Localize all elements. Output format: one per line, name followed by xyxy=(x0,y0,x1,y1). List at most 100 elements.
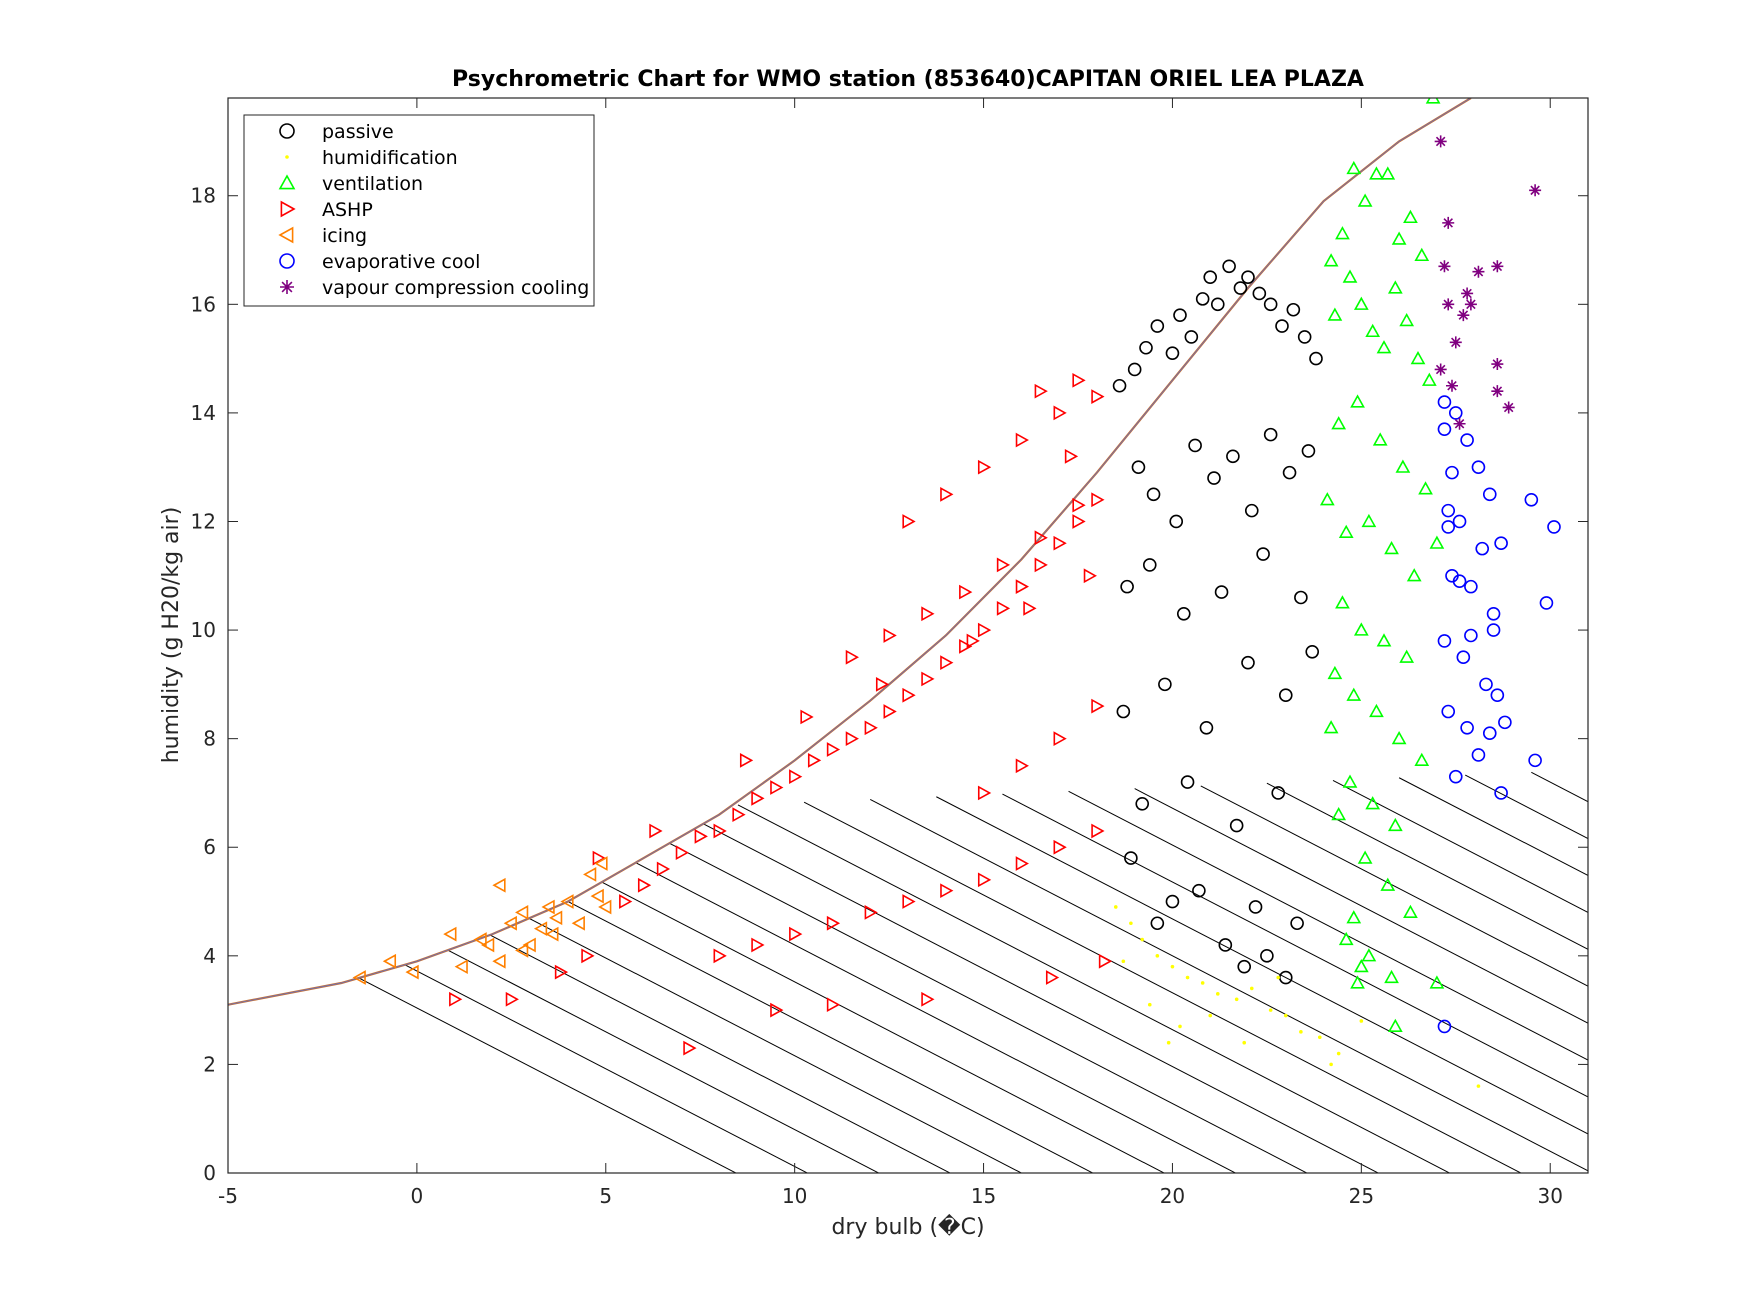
data-point xyxy=(1327,307,1343,321)
legend-marker xyxy=(278,174,296,190)
legend-items: passive humidification ventilation ASHP icin… xyxy=(278,121,589,299)
data-point xyxy=(1453,417,1466,430)
data-point xyxy=(1150,916,1165,931)
data-point xyxy=(1449,336,1462,349)
data-point xyxy=(966,633,980,649)
data-point xyxy=(826,915,841,931)
data-point xyxy=(515,905,529,920)
data-point xyxy=(598,899,612,915)
legend-label: humidification xyxy=(322,147,458,169)
data-point xyxy=(1173,308,1187,322)
chart-title: Psychrometric Chart for WMO station (853… xyxy=(452,67,1364,92)
x-tick-label: 10 xyxy=(782,1184,807,1208)
data-point xyxy=(1234,997,1239,1002)
data-point xyxy=(1346,160,1362,175)
data-point xyxy=(1015,758,1029,774)
data-point xyxy=(405,964,419,980)
y-axis-ticks: 0 2 4 6 8 10 12 14 16 18 xyxy=(191,184,1588,1185)
legend-marker xyxy=(280,280,294,294)
data-point xyxy=(864,905,878,920)
data-point xyxy=(1399,312,1415,327)
data-point xyxy=(1331,416,1347,430)
data-point xyxy=(560,894,574,909)
data-point xyxy=(1275,319,1289,333)
data-point xyxy=(1327,665,1343,680)
wet-bulb-line xyxy=(605,809,1308,1173)
data-point xyxy=(1180,775,1195,789)
data-point xyxy=(1438,260,1451,273)
data-point xyxy=(1498,715,1512,730)
data-point xyxy=(1142,558,1157,572)
data-point xyxy=(1127,362,1142,377)
data-point xyxy=(1357,850,1373,864)
data-point xyxy=(1053,535,1067,551)
x-tick-label: 25 xyxy=(1349,1184,1374,1208)
data-point xyxy=(1248,900,1263,914)
data-point xyxy=(1222,259,1236,274)
data-point xyxy=(1015,579,1029,594)
data-point xyxy=(694,829,708,844)
data-point xyxy=(1369,703,1384,718)
data-point xyxy=(1429,975,1445,989)
legend-label: vapour compression cooling xyxy=(322,277,589,299)
data-point xyxy=(1185,975,1190,980)
data-point xyxy=(1045,970,1060,985)
data-point xyxy=(1271,786,1286,800)
data-point xyxy=(1365,323,1381,338)
y-tick-label: 18 xyxy=(191,184,216,208)
data-point xyxy=(1034,530,1048,546)
legend-item: ventilation xyxy=(278,173,423,195)
data-point xyxy=(1441,503,1456,518)
legend-marker xyxy=(278,226,294,244)
legend-label: ventilation xyxy=(322,173,423,195)
data-point xyxy=(1456,650,1471,665)
data-point xyxy=(449,991,463,1007)
data-point xyxy=(1053,731,1067,747)
data-point xyxy=(1139,340,1153,355)
data-point xyxy=(1429,535,1445,549)
data-point xyxy=(739,753,754,768)
data-point xyxy=(1276,975,1281,980)
data-point xyxy=(1471,748,1486,762)
data-point xyxy=(940,883,954,899)
series-ASHP xyxy=(449,372,1113,1056)
wet-bulb-line xyxy=(671,807,1380,1173)
data-point xyxy=(1369,166,1384,180)
data-point xyxy=(1268,1008,1273,1012)
data-point xyxy=(1188,438,1202,453)
data-point xyxy=(1242,1040,1247,1045)
data-point xyxy=(1140,937,1145,942)
data-point xyxy=(1448,769,1463,784)
data-point xyxy=(1452,514,1467,529)
data-point xyxy=(571,915,585,931)
wet-bulb-line xyxy=(228,909,737,1173)
data-point xyxy=(1241,655,1255,670)
data-point xyxy=(1323,253,1339,267)
data-point xyxy=(1441,520,1456,534)
data-point xyxy=(1491,358,1504,371)
data-point xyxy=(594,856,608,871)
data-point xyxy=(1072,372,1086,388)
data-point xyxy=(1380,166,1396,180)
data-point xyxy=(1414,247,1430,262)
data-point xyxy=(940,655,954,671)
data-point xyxy=(549,910,563,926)
data-point xyxy=(1387,280,1403,294)
data-point xyxy=(1387,817,1403,832)
series-humidification xyxy=(1113,905,1481,1088)
data-point xyxy=(1442,216,1455,229)
data-point xyxy=(1372,432,1388,446)
data-point xyxy=(713,823,727,839)
data-point xyxy=(977,459,992,475)
data-point xyxy=(545,926,559,942)
data-point xyxy=(1244,503,1259,518)
data-point xyxy=(1135,797,1150,811)
data-point xyxy=(1252,286,1267,301)
data-point xyxy=(1346,910,1362,924)
series-evaporative-cool xyxy=(1437,395,1561,1034)
saturation-curve xyxy=(228,98,1472,1006)
data-point xyxy=(1323,720,1339,734)
x-tick-label: 5 xyxy=(599,1184,612,1208)
data-point xyxy=(1131,460,1146,474)
data-point xyxy=(1309,351,1323,366)
